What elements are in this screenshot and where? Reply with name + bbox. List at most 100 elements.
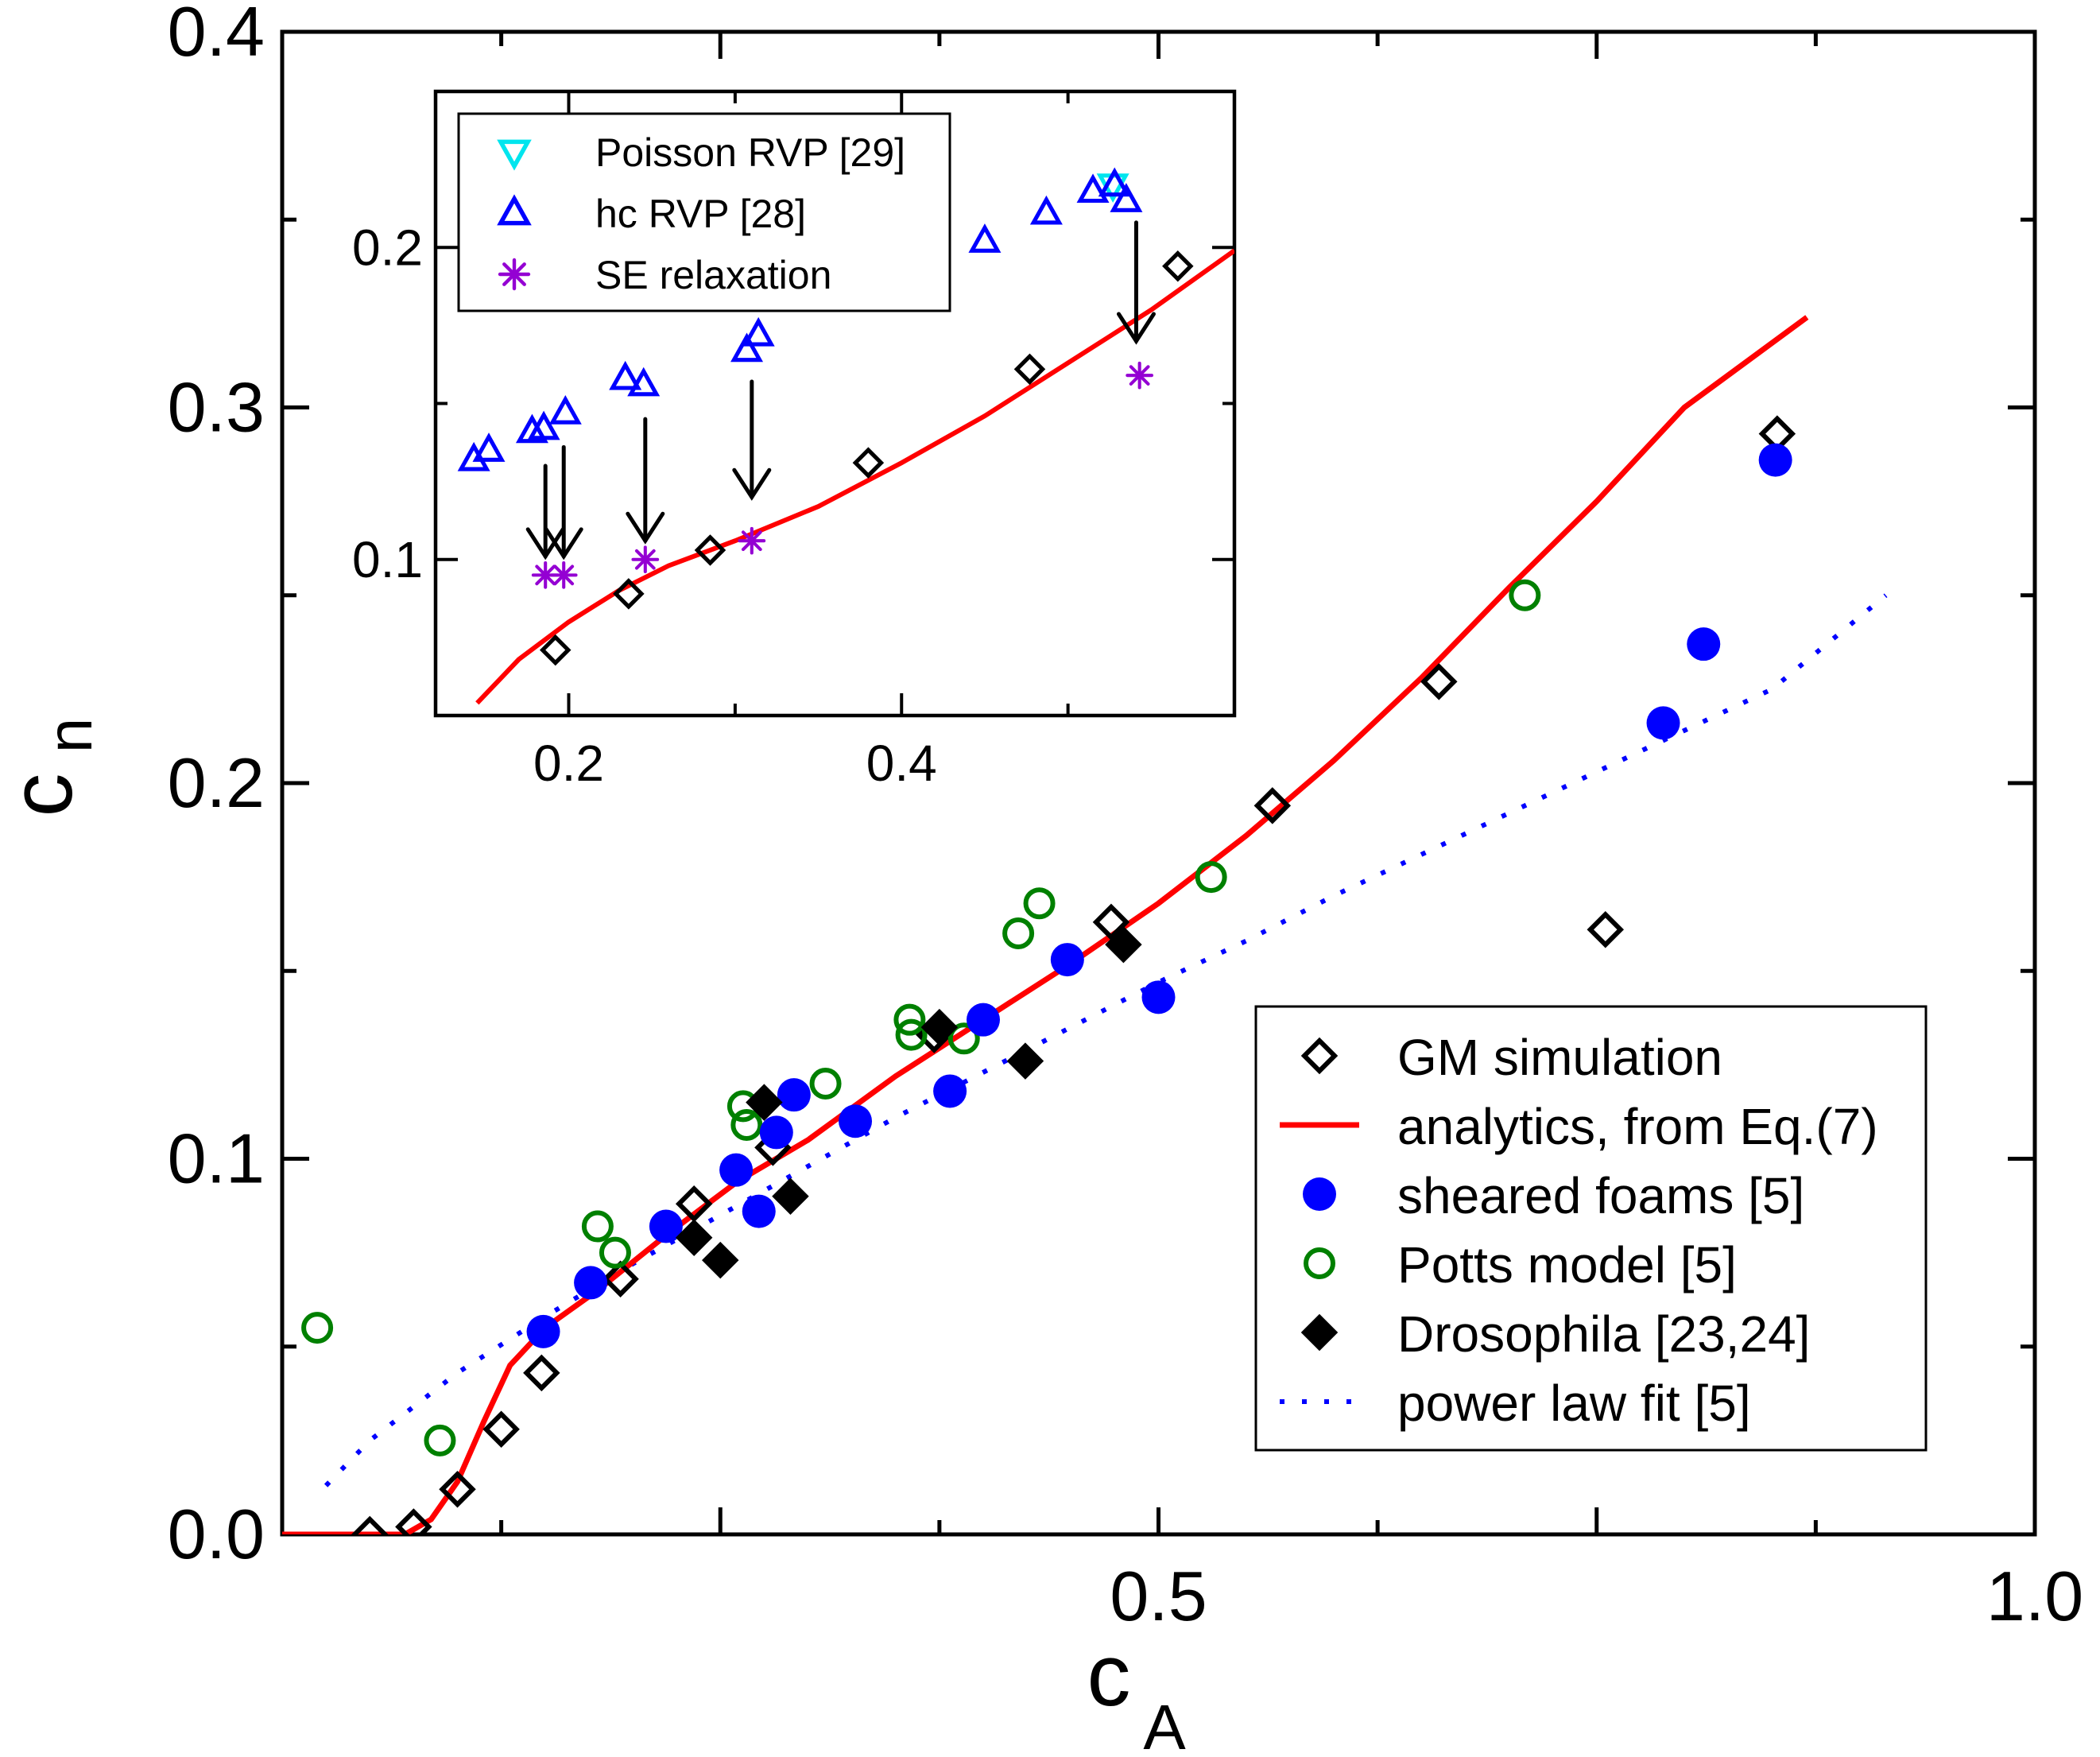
main-legend-item: Potts model [5] [1304, 1236, 1737, 1294]
y-tick-label: 0.0 [168, 1495, 265, 1573]
inset-legend-label: hc RVP [28] [595, 192, 806, 236]
sheared-foams-5-point [574, 1266, 608, 1300]
asterisk-stroke [553, 564, 575, 586]
asterisk-stroke [1129, 365, 1150, 386]
arrow [1116, 220, 1156, 345]
x-tick-label: 0.5 [1110, 1557, 1207, 1635]
main-legend-item: power law fit [5] [1280, 1375, 1751, 1432]
inset-legend-item: SE relaxation [498, 253, 831, 297]
arrow-head [544, 527, 583, 560]
sheared-foams-5-series [526, 443, 1792, 1348]
potts-model-5-point [424, 1424, 456, 1456]
main-legend-label: GM simulation [1397, 1029, 1722, 1086]
gm-simulation-point [1587, 911, 1625, 948]
potts-model-5-point [1195, 861, 1227, 894]
gm-simulation-point [852, 447, 885, 479]
gm-simulation-point [523, 1354, 560, 1392]
hc-rvp-28-point [457, 441, 490, 471]
sheared-foams-5-point [839, 1104, 873, 1138]
inset-y-tick-label: 0.2 [352, 219, 423, 276]
potts-model-5-point [581, 1210, 614, 1243]
main-axes: 0.5 1.0 0.0 0.1 0.2 0.3 0.4 [168, 0, 2084, 1635]
inset-arrows [525, 220, 1156, 560]
gm-simulation-point [1420, 663, 1458, 700]
inset-x-tick-label: 0.2 [533, 735, 604, 792]
drosophila-23-24-point [772, 1177, 809, 1215]
arrow-head [626, 511, 665, 545]
legends: GM simulation analytics, from Eq.(7) shear… [457, 112, 1928, 1452]
x-tick-label: 1.0 [1986, 1557, 2083, 1635]
potts-model-5-point [895, 1018, 928, 1051]
sheared-foams-5-point [1758, 443, 1792, 477]
gm-simulation-point [351, 1515, 389, 1534]
arrow [626, 417, 665, 545]
sheared-foams-5-point [1646, 706, 1680, 740]
hc-rvp-28-point [1029, 195, 1063, 225]
y-tick-label: 0.3 [168, 368, 265, 447]
inset-analytics-from-eq-7-series [475, 248, 1234, 705]
legend-swatch-marker [497, 139, 532, 171]
sheared-foams-5-point [759, 1115, 793, 1150]
legend-swatch-marker [1300, 1313, 1339, 1352]
drosophila-23-24-series [675, 925, 1142, 1279]
gm-simulation-point [694, 534, 726, 566]
main-legend: GM simulation analytics, from Eq.(7) shear… [1254, 1005, 1928, 1452]
gm-simulation-point [613, 578, 645, 610]
gm-simulation-point [1092, 903, 1130, 941]
potts-model-5-point [947, 1022, 980, 1055]
arrow [525, 463, 565, 560]
arrow-head [1116, 312, 1156, 345]
inset-se-relaxation-series [531, 361, 1153, 589]
inset-hc-rvp-28-series [457, 167, 1143, 471]
potts-model-5-point [1509, 579, 1541, 611]
inset-legend-box [457, 112, 951, 312]
sheared-foams-5-point [967, 1003, 1000, 1037]
hc-rvp-28-point [515, 413, 548, 444]
gm-simulation-point [539, 634, 571, 666]
main-legend-label: sheared foams [5] [1397, 1167, 1804, 1224]
potts-model-5-point [809, 1068, 842, 1100]
potts-model-5-point [1023, 887, 1056, 920]
inset-legend: Poisson RVP [29] hc RVP [28] SE relaxation [457, 112, 951, 312]
se-relaxation-point [1126, 361, 1153, 390]
hc-rvp-28-point [1076, 173, 1110, 204]
main-legend-item: Drosophila [23,24] [1300, 1305, 1810, 1363]
inset-legend-label: SE relaxation [595, 253, 831, 297]
potts-model-5-point [599, 1236, 631, 1269]
legend-swatch-marker [497, 194, 532, 226]
main-legend-item: sheared foams [5] [1303, 1167, 1804, 1224]
inset-legend-label: Poisson RVP [29] [595, 130, 905, 175]
legend-swatch-marker [1304, 1247, 1335, 1279]
sheared-foams-5-point [1687, 627, 1721, 661]
sheared-foams-5-point [1141, 980, 1176, 1014]
arrow-head [525, 527, 565, 560]
sheared-foams-5-point [742, 1194, 776, 1228]
inset-plot-area [457, 167, 1234, 705]
arrow-head [732, 467, 772, 501]
sheared-foams-5-point [777, 1078, 811, 1112]
main-plot-area [282, 315, 1888, 1534]
gm-simulation-point [395, 1508, 432, 1534]
legend-swatch-marker [1303, 1177, 1336, 1211]
main-legend-item: GM simulation [1300, 1029, 1722, 1086]
inset-x-tick-label: 0.4 [866, 735, 937, 792]
inset-legend-item: Poisson RVP [29] [497, 130, 905, 175]
gm-simulation-point [675, 1185, 713, 1223]
gm-simulation-point [602, 1260, 639, 1297]
x-axis-label: c [1087, 1627, 1131, 1724]
drosophila-23-24-point [746, 1084, 783, 1121]
x-axis-label-subscript: A [1143, 1692, 1186, 1757]
sheared-foams-5-point [933, 1074, 967, 1108]
asterisk-stroke [502, 262, 526, 286]
drosophila-23-24-point [1006, 1042, 1044, 1080]
inset-y-tick-label: 0.1 [352, 531, 423, 588]
y-axis-label-subscript: n [34, 718, 105, 754]
legend-swatch-marker [1300, 1037, 1339, 1075]
gm-simulation-point [482, 1410, 520, 1448]
hc-rvp-28-point [472, 432, 506, 462]
potts-model-5-point [1002, 917, 1035, 949]
se-relaxation-point [738, 526, 766, 555]
potts-model-5-point [301, 1312, 334, 1344]
hc-rvp-28-point [1098, 167, 1131, 197]
sheared-foams-5-point [719, 1153, 754, 1187]
